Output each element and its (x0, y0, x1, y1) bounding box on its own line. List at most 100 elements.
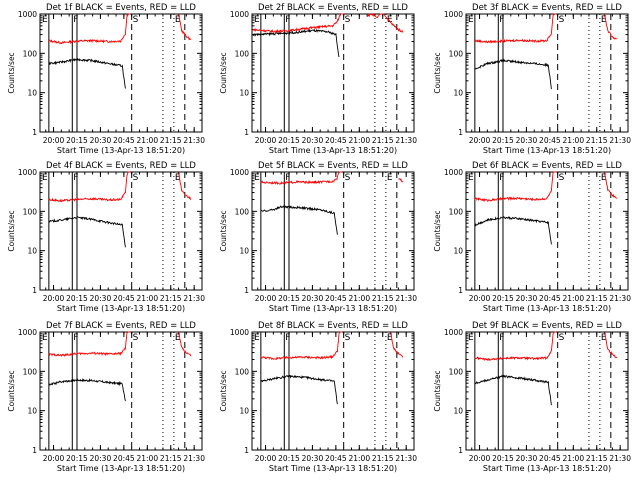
x-tick-label: 20:30 (516, 136, 538, 145)
x-tick-label: 20:15 (492, 454, 514, 463)
y-tick-label: 10 (453, 247, 463, 256)
event-marker-label: E (254, 173, 260, 183)
y-tick-label: 1000 (230, 328, 249, 337)
x-tick-label: 21:00 (562, 136, 584, 145)
x-tick-label: 20:30 (302, 136, 324, 145)
series-line-1 (252, 13, 344, 34)
x-tick-label: 21:30 (395, 136, 417, 145)
y-tick-label: 1000 (18, 328, 37, 337)
event-marker-label: E (468, 15, 474, 25)
event-marker-label: E (468, 173, 474, 183)
plot-frame (465, 13, 629, 133)
x-tick-label: 21:30 (183, 294, 205, 303)
series-line-3 (474, 58, 552, 90)
y-tick-label: 100 (235, 367, 250, 376)
y-tick-label: 10 (27, 89, 37, 98)
y-axis-label: Counts/sec (7, 52, 16, 93)
y-axis-label: Counts/sec (433, 210, 442, 251)
y-tick-label: 100 (449, 207, 464, 216)
event-marker-label: F (73, 15, 78, 25)
series-line-3 (474, 216, 552, 245)
x-tick-label: 21:15 (586, 454, 608, 463)
series-line-1 (474, 13, 557, 44)
y-axis-label: Counts/sec (7, 370, 16, 411)
y-tick-label: 1000 (444, 328, 463, 337)
event-marker-label: E (468, 333, 474, 343)
plot-frame (251, 171, 415, 291)
y-tick-label: 1 (32, 128, 37, 137)
series-line-3 (474, 374, 552, 406)
y-axis-label: Counts/sec (219, 52, 228, 93)
event-marker-label: E (601, 173, 607, 183)
plot-frame (251, 331, 415, 451)
x-tick-label: 21:30 (609, 294, 631, 303)
x-axis-label: Start Time (13-Apr-13 18:51:20) (269, 146, 397, 155)
chart-panel-3: Det 3f BLACK = Events, RED = LLD Counts/s… (433, 3, 631, 155)
x-axis-label: Start Time (13-Apr-13 18:51:20) (269, 464, 397, 473)
event-marker-label: F (499, 333, 504, 343)
x-tick-label: 21:30 (395, 294, 417, 303)
series-line-3 (48, 215, 126, 248)
y-tick-label: 100 (449, 367, 464, 376)
event-marker-label: S (345, 15, 351, 25)
x-tick-label: 21:30 (609, 454, 631, 463)
series-line-1 (48, 171, 131, 203)
y-axis-label: Counts/sec (219, 210, 228, 251)
event-marker-label: S (559, 333, 565, 343)
event-marker-label: S (133, 333, 139, 343)
series-line-2 (390, 331, 404, 358)
y-tick-label: 1 (244, 446, 249, 455)
x-tick-label: 21:15 (372, 136, 394, 145)
x-tick-label: 20:00 (43, 294, 65, 303)
event-marker-label: E (254, 15, 260, 25)
x-tick-label: 21:15 (160, 294, 182, 303)
event-marker-label: S (559, 15, 565, 25)
plot-frame (39, 331, 203, 451)
x-tick-label: 20:00 (255, 294, 277, 303)
y-tick-label: 1 (458, 128, 463, 137)
y-tick-label: 10 (27, 247, 37, 256)
x-tick-label: 21:00 (136, 454, 158, 463)
event-marker-label: E (42, 15, 48, 25)
series-line-2 (178, 172, 192, 200)
y-tick-label: 10 (239, 89, 249, 98)
x-tick-label: 21:30 (183, 136, 205, 145)
y-tick-label: 1000 (18, 10, 37, 19)
series-line-2 (178, 331, 192, 357)
x-tick-label: 20:00 (255, 136, 277, 145)
x-tick-label: 20:45 (539, 454, 561, 463)
x-tick-label: 20:00 (43, 454, 65, 463)
y-tick-label: 1 (244, 128, 249, 137)
plot-frame (39, 13, 203, 133)
chart-title: Det 3f BLACK = Events, RED = LLD (472, 3, 622, 13)
x-tick-label: 20:30 (516, 454, 538, 463)
x-tick-label: 21:00 (136, 294, 158, 303)
event-marker-label: E (175, 333, 181, 343)
y-tick-label: 1000 (230, 168, 249, 177)
chart-title: Det 1f BLACK = Events, RED = LLD (46, 3, 196, 13)
event-marker-label: F (285, 173, 290, 183)
x-axis-label: Start Time (13-Apr-13 18:51:20) (483, 304, 611, 313)
series-line-2 (604, 332, 618, 359)
x-tick-label: 20:45 (539, 136, 561, 145)
chart-panel-7: Det 7f BLACK = Events, RED = LLD Counts/s… (7, 321, 205, 473)
chart-title: Det 5f BLACK = Events, RED = LLD (258, 161, 408, 171)
y-axis-label: Counts/sec (219, 370, 228, 411)
event-marker-label: S (345, 333, 351, 343)
x-tick-label: 20:00 (43, 136, 65, 145)
chart-panel-4: Det 4f BLACK = Events, RED = LLD Counts/s… (7, 161, 205, 313)
y-tick-label: 100 (449, 49, 464, 58)
x-tick-label: 21:30 (183, 454, 205, 463)
series-line-1 (474, 331, 557, 362)
plot-frame (465, 171, 629, 291)
y-tick-label: 100 (23, 367, 38, 376)
series-line-2 (398, 177, 404, 183)
chart-panel-1: Det 1f BLACK = Events, RED = LLD Counts/s… (7, 3, 205, 155)
chart-panel-6: Det 6f BLACK = Events, RED = LLD Counts/s… (433, 161, 631, 313)
series-line-1 (48, 13, 131, 45)
event-marker-label: F (285, 333, 290, 343)
y-tick-label: 1 (458, 446, 463, 455)
y-tick-label: 1000 (18, 168, 37, 177)
event-marker-label: S (345, 173, 351, 183)
